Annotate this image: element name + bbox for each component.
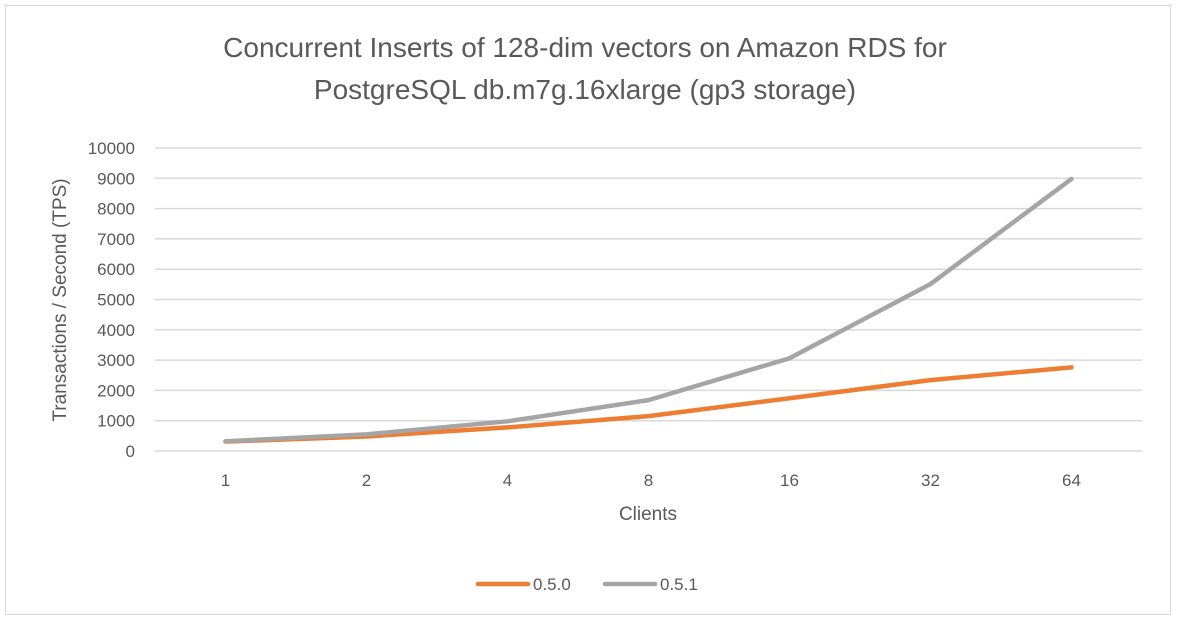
series-line-0.5.1 bbox=[223, 176, 1074, 444]
x-tick-label: 64 bbox=[1062, 471, 1081, 490]
x-tick-label: 16 bbox=[780, 471, 799, 490]
series-line-0.5.0 bbox=[223, 365, 1074, 444]
x-tick-label: 2 bbox=[362, 471, 371, 490]
y-tick-label: 3000 bbox=[97, 351, 135, 370]
y-tick-label: 8000 bbox=[97, 200, 135, 219]
legend-label-0.5.0: 0.5.0 bbox=[533, 575, 571, 594]
chart-title-line-1: Concurrent Inserts of 128-dim vectors on… bbox=[223, 32, 947, 63]
x-axis-label: Clients bbox=[619, 504, 677, 525]
x-tick-label: 32 bbox=[921, 471, 940, 490]
y-tick-label: 1000 bbox=[97, 412, 135, 431]
y-tick-label: 9000 bbox=[97, 169, 135, 188]
y-tick-label: 4000 bbox=[97, 321, 135, 340]
x-tick-label: 1 bbox=[221, 471, 230, 490]
y-tick-label: 10000 bbox=[88, 139, 135, 158]
y-tick-label: 7000 bbox=[97, 230, 135, 249]
y-axis-label: Transactions / Second (TPS) bbox=[50, 178, 71, 421]
y-tick-label: 0 bbox=[126, 442, 135, 461]
x-tick-label: 4 bbox=[503, 471, 512, 490]
y-tick-label: 5000 bbox=[97, 291, 135, 310]
legend-label-0.5.1: 0.5.1 bbox=[660, 575, 698, 594]
chart-title-line-2: PostgreSQL db.m7g.16xlarge (gp3 storage) bbox=[314, 74, 856, 105]
y-tick-label: 2000 bbox=[97, 381, 135, 400]
y-tick-label: 6000 bbox=[97, 260, 135, 279]
x-tick-label: 8 bbox=[644, 471, 653, 490]
chart-border bbox=[5, 5, 1171, 615]
